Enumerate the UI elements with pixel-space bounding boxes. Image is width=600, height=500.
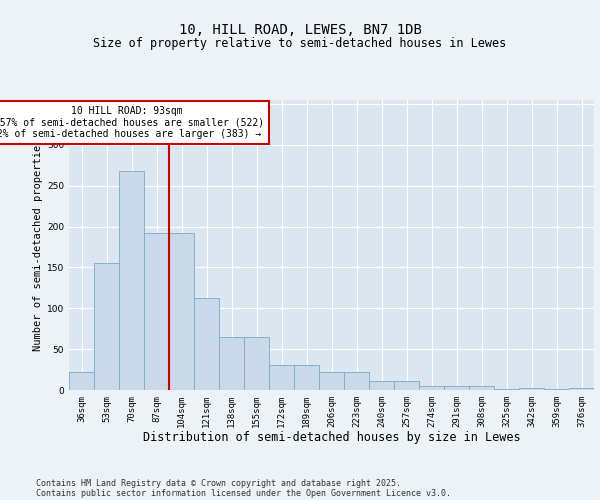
Bar [294, 366, 319, 390]
Bar [419, 386, 444, 390]
Bar [469, 386, 494, 390]
Bar [344, 372, 369, 390]
Text: 10 HILL ROAD: 93sqm
← 57% of semi-detached houses are smaller (522)
42% of semi-: 10 HILL ROAD: 93sqm ← 57% of semi-detach… [0, 106, 265, 139]
Bar [169, 233, 194, 390]
Bar [69, 372, 94, 390]
Y-axis label: Number of semi-detached properties: Number of semi-detached properties [33, 138, 43, 352]
Bar [319, 372, 344, 390]
Bar [219, 337, 244, 390]
Bar [494, 389, 519, 390]
Bar [569, 388, 594, 390]
Bar [119, 171, 144, 390]
Bar [244, 337, 269, 390]
Bar [144, 233, 169, 390]
Bar [194, 298, 219, 390]
Text: 10, HILL ROAD, LEWES, BN7 1DB: 10, HILL ROAD, LEWES, BN7 1DB [179, 22, 421, 36]
Text: Size of property relative to semi-detached houses in Lewes: Size of property relative to semi-detach… [94, 38, 506, 51]
Bar [94, 264, 119, 390]
Text: Contains public sector information licensed under the Open Government Licence v3: Contains public sector information licen… [36, 488, 451, 498]
X-axis label: Distribution of semi-detached houses by size in Lewes: Distribution of semi-detached houses by … [143, 432, 520, 444]
Text: Contains HM Land Registry data © Crown copyright and database right 2025.: Contains HM Land Registry data © Crown c… [36, 478, 401, 488]
Bar [444, 386, 469, 390]
Bar [544, 389, 569, 390]
Bar [269, 366, 294, 390]
Bar [394, 381, 419, 390]
Bar [369, 381, 394, 390]
Bar [519, 388, 544, 390]
